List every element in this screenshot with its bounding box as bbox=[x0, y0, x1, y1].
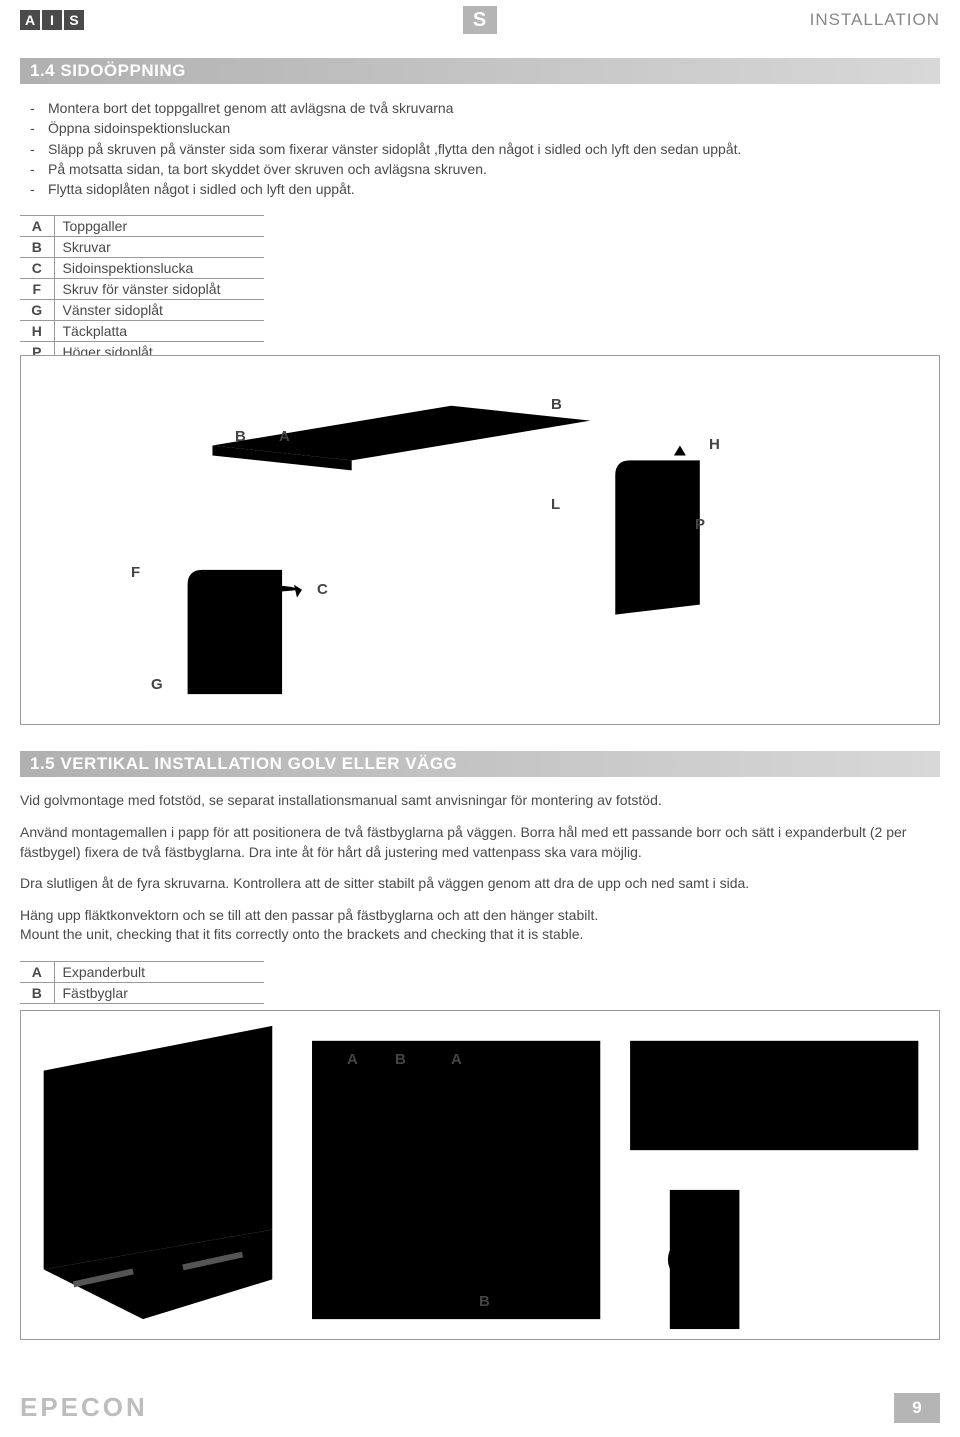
diagram-label: B bbox=[479, 1293, 490, 1310]
diagram-label: P bbox=[695, 516, 705, 533]
section1-bullets: -Montera bort det toppgallret genom att … bbox=[20, 98, 940, 199]
bullet-item: -Flytta sidoplåten något i sidled och ly… bbox=[30, 179, 940, 199]
diagram-label: F bbox=[131, 564, 140, 581]
paragraph: Dra slutligen åt de fyra skruvarna. Kont… bbox=[20, 874, 940, 894]
language-badge: S bbox=[463, 6, 497, 34]
paragraph: Häng upp fläktkonvektorn och se till att… bbox=[20, 906, 940, 945]
page-number: 9 bbox=[894, 1393, 940, 1423]
diagram-label: H bbox=[709, 436, 720, 453]
diagram-label: L bbox=[551, 496, 560, 513]
bullet-item: -Montera bort det toppgallret genom att … bbox=[30, 98, 940, 118]
legend-row: CSidoinspektionslucka bbox=[20, 258, 264, 279]
brand-logo: EPECON bbox=[20, 1392, 148, 1423]
header-section-label: INSTALLATION bbox=[810, 10, 940, 30]
diagram-label: A bbox=[451, 1051, 462, 1068]
legend-row: FSkruv för vänster sidoplåt bbox=[20, 279, 264, 300]
ais-logo: A I S bbox=[20, 10, 84, 30]
legend-row: AToppgaller bbox=[20, 216, 264, 237]
center-badge: S bbox=[463, 6, 497, 34]
logo-letter: S bbox=[64, 10, 84, 30]
exploded-view-svg bbox=[21, 356, 939, 724]
page-header: A I S S INSTALLATION bbox=[20, 0, 940, 32]
bullet-item: -Öppna sidoinspektionsluckan bbox=[30, 118, 940, 138]
diagram-label: C bbox=[317, 581, 328, 598]
section2-body: Vid golvmontage med fotstöd, se separat … bbox=[20, 791, 940, 945]
diagram-label: A bbox=[347, 1051, 358, 1068]
diagram-label: G bbox=[151, 676, 163, 693]
bullet-item: -Släpp på skruven på vänster sida som fi… bbox=[30, 139, 940, 159]
legend-row: HTäckplatta bbox=[20, 321, 264, 342]
paragraph: Vid golvmontage med fotstöd, se separat … bbox=[20, 791, 940, 811]
section-heading-1-5: 1.5 VERTIKAL INSTALLATION GOLV ELLER VÄG… bbox=[20, 751, 940, 777]
diagram-label: B bbox=[395, 1051, 406, 1068]
legend-row: AExpanderbult bbox=[20, 962, 264, 983]
page-footer: EPECON 9 bbox=[20, 1392, 940, 1423]
section2-diagram: A B A B bbox=[20, 1010, 940, 1340]
section1-legend: AToppgaller BSkruvar CSidoinspektionsluc… bbox=[20, 215, 264, 363]
diagram-label: B bbox=[551, 396, 562, 413]
logo-letter: I bbox=[42, 10, 62, 30]
legend-row: BFästbyglar bbox=[20, 983, 264, 1004]
legend-row: GVänster sidoplåt bbox=[20, 300, 264, 321]
paragraph: Använd montagemallen i papp för att posi… bbox=[20, 823, 940, 862]
logo-letter: A bbox=[20, 10, 40, 30]
diagram-label: B bbox=[235, 428, 246, 445]
section-heading-1-4: 1.4 SIDOÖPPNING bbox=[20, 58, 940, 84]
wall-mount-svg bbox=[21, 1011, 939, 1339]
section2-legend: AExpanderbult BFästbyglar bbox=[20, 961, 264, 1004]
bullet-item: -På motsatta sidan, ta bort skyddet över… bbox=[30, 159, 940, 179]
legend-row: BSkruvar bbox=[20, 237, 264, 258]
section1-diagram: B A B H L P F C G bbox=[20, 355, 940, 725]
diagram-label: A bbox=[279, 428, 290, 445]
